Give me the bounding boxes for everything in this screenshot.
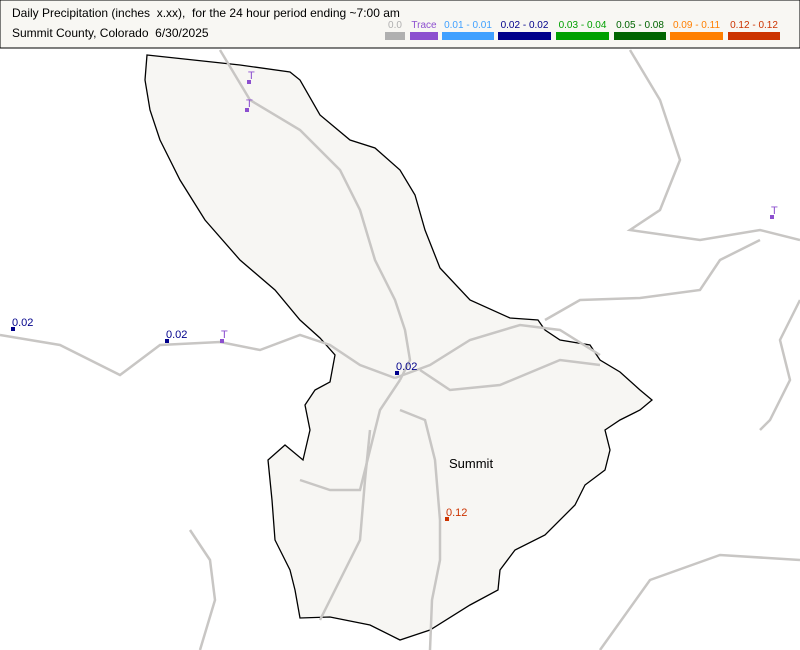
legend-swatch (442, 32, 494, 40)
county-label: Summit (449, 456, 493, 471)
station-label: T (246, 98, 253, 110)
county-boundary (144, 54, 654, 641)
station-label: 0.02 (166, 329, 187, 341)
legend-label: 0.03 - 0.04 (559, 20, 607, 31)
legend-label: 0.09 - 0.11 (673, 20, 721, 31)
station-marker (245, 108, 249, 112)
station-label: 0.02 (396, 361, 417, 373)
legend-label: 0.0 (388, 20, 402, 31)
station-label: T (221, 329, 228, 341)
legend-swatch (728, 32, 780, 40)
legend-swatch (385, 32, 405, 40)
station-label: 0.12 (446, 507, 467, 519)
station-label: 0.02 (12, 317, 33, 329)
legend-label: 0.05 - 0.08 (616, 20, 664, 31)
legend-swatch (498, 32, 551, 40)
station-marker (395, 371, 399, 375)
legend-swatch (670, 32, 723, 40)
legend-swatch (410, 32, 438, 40)
station-marker (220, 339, 224, 343)
legend-swatch (614, 32, 666, 40)
legend-label: 0.01 - 0.01 (444, 20, 492, 31)
header-title: Daily Precipitation (inches x.xx), for t… (12, 6, 400, 20)
station-marker (11, 327, 15, 331)
station-label: T (771, 205, 778, 217)
station-marker (247, 80, 251, 84)
legend-label: 0.12 - 0.12 (730, 20, 778, 31)
legend-label: Trace (411, 20, 437, 31)
station-label: T (248, 70, 255, 82)
roads (0, 49, 800, 650)
legend-label: 0.02 - 0.02 (501, 20, 549, 31)
legend-swatch (556, 32, 609, 40)
station-marker (445, 517, 449, 521)
header-subtitle: Summit County, Colorado 6/30/2025 (12, 26, 209, 40)
station-marker (165, 339, 169, 343)
station-marker (770, 215, 774, 219)
